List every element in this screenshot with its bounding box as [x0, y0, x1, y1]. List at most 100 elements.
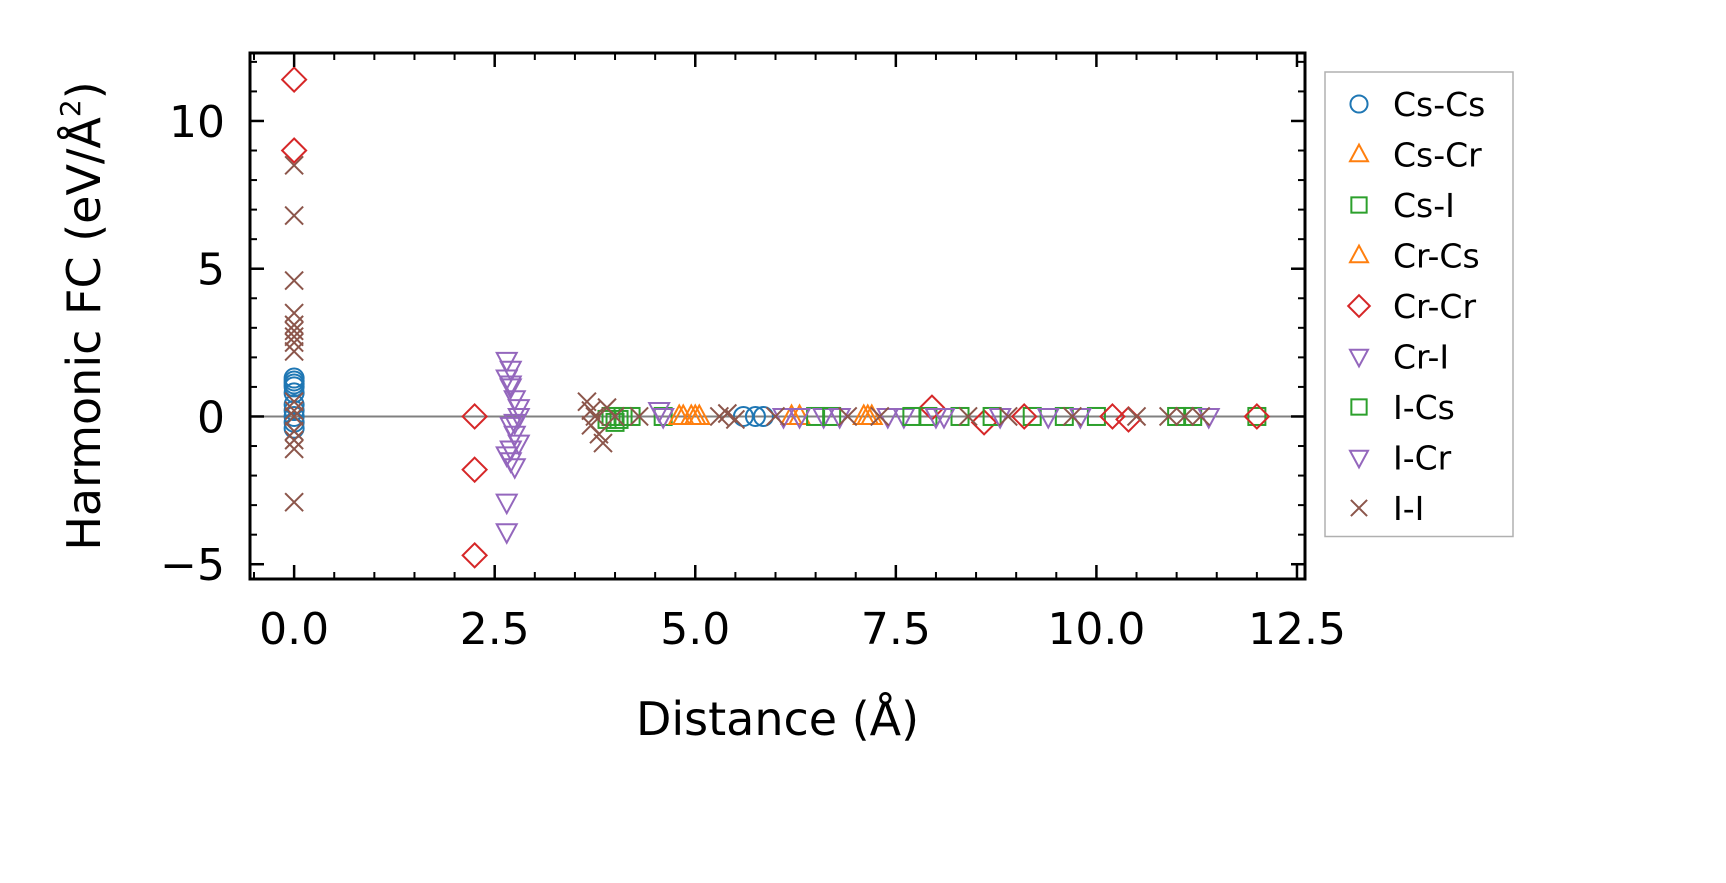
- legend-marker: [1350, 196, 1368, 214]
- legend-label: Cr-Cs: [1393, 237, 1480, 276]
- data-point: [725, 409, 746, 430]
- legend-marker: [1348, 142, 1370, 163]
- data-point: [284, 430, 304, 450]
- data-point: [1010, 403, 1038, 430]
- data-point: [593, 433, 613, 453]
- legend-marker: [1350, 398, 1368, 416]
- data-points: [280, 66, 1271, 569]
- data-point: [1190, 406, 1211, 427]
- legend-item: I-I: [1350, 489, 1424, 528]
- data-point: [503, 458, 527, 480]
- data-point: [495, 493, 519, 516]
- data-point: [283, 405, 305, 427]
- data-point: [283, 394, 305, 416]
- data-point: [605, 406, 625, 427]
- axis-ticks: 0.0 2.5 5.0 7.5 10.0 12.5 −5 0 5 10: [160, 53, 1346, 655]
- data-point: [970, 408, 998, 436]
- legend-marker: [1346, 293, 1372, 319]
- legend-marker: [1348, 449, 1370, 470]
- data-point: [284, 205, 304, 226]
- data-point: [1099, 403, 1126, 430]
- y-tick-label: 5: [197, 245, 225, 296]
- y-tick-label: −5: [160, 540, 225, 591]
- data-point: [499, 375, 523, 398]
- legend-label: I-I: [1393, 489, 1424, 528]
- data-point: [280, 137, 308, 164]
- data-point: [461, 456, 489, 484]
- legend-marker: [1350, 499, 1368, 517]
- data-point: [284, 492, 304, 512]
- y-axis-label-superscript: 2: [54, 99, 87, 117]
- y-axis-label: Harmonic FC (eV/Å2): [54, 81, 111, 550]
- legend: Cs-Cs Cs-Cr Cs-I Cr-Cs Cr-Cr Cr-I I-Cs I-Cr I-I: [1324, 71, 1514, 538]
- data-point: [284, 341, 304, 362]
- data-point: [283, 417, 305, 439]
- data-point: [284, 391, 304, 412]
- data-point: [284, 270, 304, 291]
- data-point: [717, 403, 738, 424]
- data-point: [284, 400, 304, 421]
- data-point: [998, 406, 1018, 427]
- data-point: [1126, 406, 1147, 427]
- y-axis-label-close: ): [57, 81, 111, 99]
- data-point: [581, 400, 601, 421]
- x-tick-label: 7.5: [861, 604, 931, 655]
- data-point: [503, 413, 527, 436]
- data-point: [837, 406, 858, 427]
- data-point: [1243, 403, 1271, 430]
- y-tick-label: 0: [197, 392, 225, 443]
- legend-item: Cs-I: [1350, 186, 1455, 225]
- legend-item: Cs-Cs: [1349, 85, 1485, 124]
- data-point: [499, 378, 523, 401]
- series-I-I: [284, 155, 1211, 512]
- data-point: [779, 403, 804, 425]
- data-point: [284, 326, 304, 347]
- legend-marker: [1348, 243, 1370, 264]
- data-point: [609, 409, 629, 429]
- legend-item: Cr-Cr: [1346, 287, 1476, 326]
- data-point: [765, 406, 786, 427]
- data-point: [1247, 406, 1267, 426]
- data-point: [744, 405, 766, 427]
- legend-label: I-Cs: [1393, 388, 1455, 427]
- series-Cr-Cs: [667, 403, 880, 425]
- legend-label: Cr-I: [1393, 338, 1449, 377]
- legend-item: Cs-Cr: [1348, 136, 1482, 175]
- data-point: [1174, 406, 1195, 427]
- data-point: [958, 406, 978, 427]
- data-point: [1086, 406, 1106, 426]
- legend-item: I-Cs: [1350, 388, 1455, 427]
- data-point: [284, 155, 304, 175]
- plot-frame: [248, 51, 1307, 581]
- legend-label: Cs-I: [1393, 186, 1455, 225]
- x-tick-label: 2.5: [460, 604, 530, 655]
- data-point: [932, 407, 956, 430]
- legend-label: Cs-Cs: [1393, 85, 1485, 124]
- data-point: [732, 405, 754, 427]
- data-point: [284, 439, 304, 459]
- data-point: [1158, 406, 1179, 427]
- y-tick-label: 10: [169, 97, 225, 148]
- data-point: [284, 421, 304, 441]
- y-axis-label-main: Harmonic FC (eV/Å: [57, 117, 111, 551]
- data-point: [651, 407, 675, 430]
- data-point: [752, 405, 774, 427]
- data-point: [870, 406, 890, 427]
- x-tick-label: 5.0: [660, 604, 730, 655]
- data-point: [284, 406, 304, 427]
- legend-label: I-Cr: [1393, 439, 1452, 478]
- data-point: [683, 403, 707, 425]
- legend-label: Cr-Cr: [1393, 287, 1476, 326]
- data-point: [495, 523, 519, 545]
- x-tick-label: 12.5: [1248, 604, 1346, 655]
- legend-label: Cs-Cr: [1393, 136, 1482, 175]
- data-point: [280, 66, 308, 94]
- series-Cr-Cr: [280, 66, 1271, 569]
- data-point: [461, 541, 489, 569]
- data-point: [1036, 407, 1060, 430]
- data-point: [283, 376, 305, 398]
- legend-marker: [1349, 94, 1369, 114]
- data-point: [507, 434, 531, 457]
- legend-item: Cr-Cs: [1348, 237, 1480, 276]
